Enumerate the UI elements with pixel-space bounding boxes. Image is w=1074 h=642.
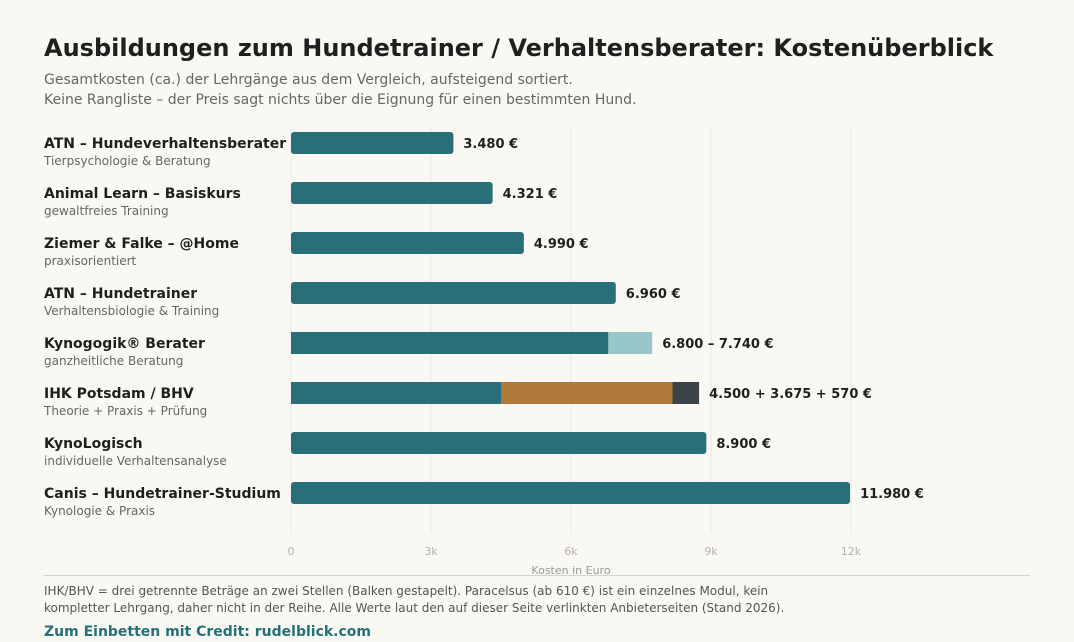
bar-segment bbox=[291, 132, 454, 154]
row-label: Canis – Hundetrainer-Studium bbox=[44, 486, 281, 502]
credit-link[interactable]: Zum Einbetten mit Credit: rudelblick.com bbox=[44, 624, 371, 640]
bar-value-label: 11.980 € bbox=[860, 487, 924, 502]
bar-value-label: 6.960 € bbox=[626, 287, 681, 302]
row-sublabel: Theorie + Praxis + Prüfung bbox=[43, 404, 207, 418]
bar-segment bbox=[608, 332, 653, 354]
bar-segment bbox=[291, 232, 524, 254]
bar-value-label: 4.321 € bbox=[503, 187, 558, 202]
row-sublabel: Tierpsychologie & Beratung bbox=[43, 154, 211, 168]
bar-segment bbox=[291, 182, 493, 204]
bar-value-label: 8.900 € bbox=[716, 437, 771, 452]
chart-title: Ausbildungen zum Hundetrainer / Verhalte… bbox=[44, 34, 994, 62]
x-tick-label: 3k bbox=[424, 545, 438, 558]
bar-value-label: 4.500 + 3.675 + 570 € bbox=[709, 387, 872, 402]
bar-segment bbox=[501, 382, 673, 404]
x-tick-label: 12k bbox=[841, 545, 862, 558]
row-label: ATN – Hundeverhaltensberater bbox=[44, 136, 286, 152]
row-label: IHK Potsdam / BHV bbox=[44, 386, 194, 402]
chart-subtitle-line-1: Gesamtkosten (ca.) der Lehrgänge aus dem… bbox=[44, 72, 573, 88]
row-sublabel: Verhaltensbiologie & Training bbox=[44, 304, 219, 318]
x-tick-label: 6k bbox=[564, 545, 578, 558]
bar-segment bbox=[291, 282, 616, 304]
row-sublabel: gewaltfreies Training bbox=[44, 204, 169, 218]
footer-divider bbox=[44, 575, 1030, 576]
bar-segment bbox=[291, 432, 707, 454]
row-sublabel: individuelle Verhaltensanalyse bbox=[44, 454, 227, 468]
row-label: Ziemer & Falke – @Home bbox=[44, 236, 239, 252]
row-label: ATN – Hundetrainer bbox=[44, 286, 197, 302]
bar-segment bbox=[291, 332, 609, 354]
chart-subtitle-line-2: Keine Rangliste – der Preis sagt nichts … bbox=[44, 92, 637, 108]
row-sublabel: Kynologie & Praxis bbox=[44, 504, 155, 518]
row-sublabel: ganzheitliche Beratung bbox=[44, 354, 183, 368]
x-tick-label: 9k bbox=[704, 545, 718, 558]
row-label: KynoLogisch bbox=[44, 436, 143, 452]
x-axis-title: Kosten in Euro bbox=[531, 564, 610, 577]
x-tick-label: 0 bbox=[288, 545, 295, 558]
bar-value-label: 6.800 – 7.740 € bbox=[662, 337, 773, 352]
bar-value-label: 4.990 € bbox=[534, 237, 589, 252]
footnote-line-1: IHK/BHV = drei getrennte Beträge an zwei… bbox=[44, 584, 769, 598]
bar-value-label: 3.480 € bbox=[463, 137, 518, 152]
bar-segment bbox=[291, 482, 851, 504]
bar-chart: 0 3k 6k 9k 12k Kosten in Euro ATN – Hundeverha… bbox=[43, 127, 924, 577]
row-sublabel: praxisorientiert bbox=[44, 254, 137, 268]
row-label: Kynogogik® Berater bbox=[44, 336, 205, 352]
bar-segment bbox=[291, 382, 501, 404]
bar-segment bbox=[672, 382, 700, 404]
footnote-line-2: kompletter Lehrgang, daher nicht in der … bbox=[44, 601, 785, 615]
row-label: Animal Learn – Basiskurs bbox=[44, 186, 241, 202]
